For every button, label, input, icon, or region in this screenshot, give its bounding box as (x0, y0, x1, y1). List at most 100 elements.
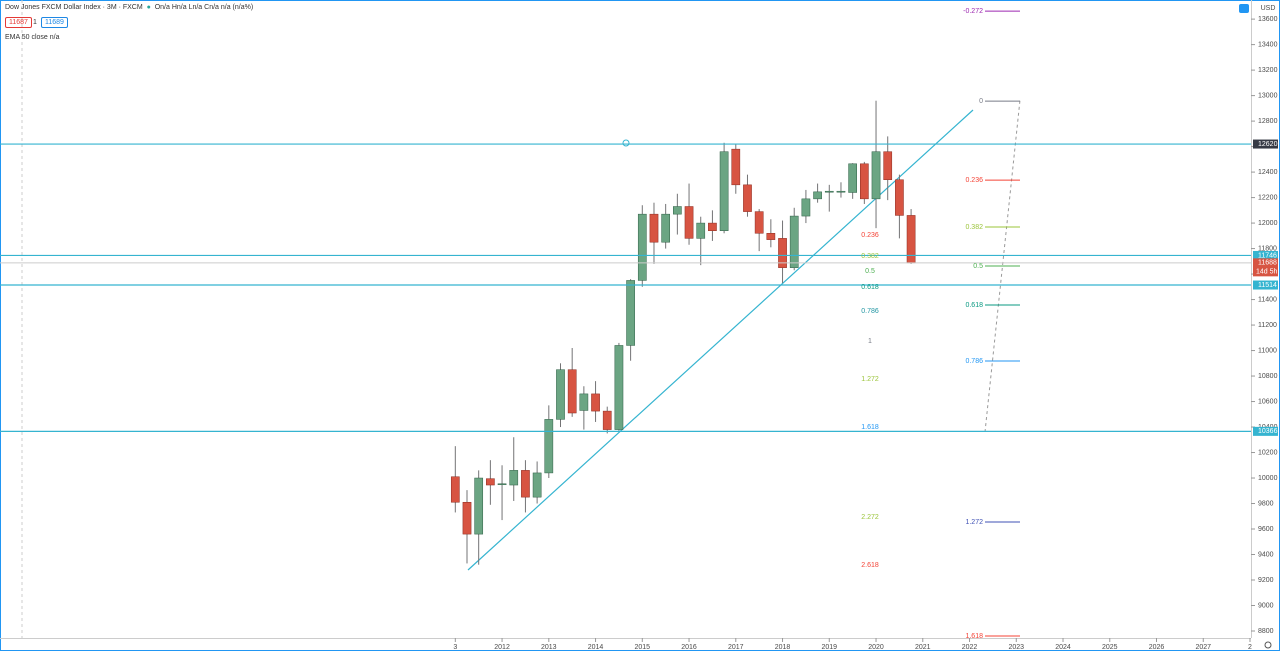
x-tick-label: 2018 (775, 644, 791, 651)
candle-body (637, 213, 647, 281)
candle-body (766, 233, 776, 240)
settings-button[interactable] (1239, 4, 1249, 13)
fib-diagonal (984, 99, 1021, 433)
fib-label: 0.5 (973, 263, 983, 270)
ohlc: On/a Hn/a Ln/a Cn/a n/a (n/a%) (154, 4, 254, 11)
y-tick-label: 12800 (1258, 118, 1278, 125)
x-tick-label: 2016 (681, 644, 697, 651)
price-label: 11514 (1258, 282, 1277, 289)
candle-body (532, 472, 542, 498)
candle-body (696, 222, 706, 239)
candle-body (719, 151, 729, 231)
fib-label: 0.618 (965, 302, 983, 309)
x-tick-label: 2025 (1102, 644, 1118, 651)
fib-label: 0.786 (861, 308, 879, 315)
candle-body (708, 222, 717, 231)
y-tick-label: 11800 (1258, 245, 1277, 252)
price-label-bg (1253, 426, 1278, 436)
ask[interactable]: 11689 (41, 17, 68, 28)
y-tick-label: 9600 (1258, 526, 1274, 533)
x-tick-label: 2014 (588, 644, 604, 651)
candle-body (789, 215, 799, 268)
candle-body (778, 238, 787, 268)
candle-body (661, 213, 671, 243)
candle-body (462, 501, 472, 535)
candle-body (474, 477, 484, 535)
y-tick-label: 11400 (1258, 296, 1277, 303)
price-label: 11746 (1258, 252, 1277, 259)
gear-icon[interactable] (1264, 641, 1272, 649)
price-label-bg (1253, 250, 1278, 260)
y-tick-label: 10200 (1258, 449, 1278, 456)
candle-body (883, 151, 893, 180)
x-tick-label: 2015 (635, 644, 651, 651)
x-tick-label: 2022 (962, 644, 978, 651)
price-label: 12620 (1258, 141, 1278, 148)
y-tick-label: 9000 (1258, 602, 1274, 609)
fib-label: 2.272 (861, 514, 879, 521)
candle-body (521, 470, 530, 498)
y-tick-label: 13200 (1258, 67, 1278, 74)
fib-label: 0.5 (865, 268, 875, 275)
currency-label: USD (1261, 5, 1276, 12)
fib-label: 0.618 (861, 284, 879, 291)
countdown-label: 14d 5h (1256, 269, 1278, 276)
fib-label: 1.618 (965, 633, 983, 640)
trend-line (467, 109, 974, 571)
candle-body (731, 148, 741, 186)
y-tick-label: 12200 (1258, 194, 1278, 201)
candle-body (497, 483, 507, 486)
y-tick-label: 10800 (1258, 373, 1278, 380)
candle-body (602, 410, 612, 430)
price-label: 10366 (1258, 428, 1278, 435)
y-tick-label: 12400 (1258, 169, 1278, 176)
candle-body (871, 151, 881, 200)
fib-label: -0.272 (963, 8, 983, 15)
candle-body (673, 206, 682, 215)
fib-label: 1.618 (861, 424, 879, 431)
y-tick-label: 13600 (1258, 16, 1278, 23)
fib-label: 0.382 (965, 224, 983, 231)
fib-label: 0.236 (861, 232, 879, 239)
spread: 1 (33, 19, 37, 26)
y-tick-label: 13400 (1258, 41, 1278, 48)
title: Dow Jones FXCM Dollar Index · 3M · FXCM (5, 4, 143, 11)
fib-label: 1.272 (861, 376, 879, 383)
y-tick-label: 9400 (1258, 551, 1274, 558)
gear-icon[interactable] (1264, 641, 1272, 649)
y-tick-label: 10000 (1258, 475, 1278, 482)
y-tick-label: 9800 (1258, 500, 1274, 507)
x-tick-label: 2 (1248, 644, 1252, 651)
candle-body (895, 179, 904, 216)
x-tick-label: 2013 (541, 644, 557, 651)
fib-label: 1 (868, 338, 872, 345)
chart-title: Dow Jones FXCM Dollar Index · 3M · FXCM … (5, 4, 253, 11)
candle-body (754, 211, 764, 234)
fib-label: 0 (979, 98, 983, 105)
price-label-bg (1253, 280, 1278, 290)
x-tick-label: 2017 (728, 644, 744, 651)
candle-body (579, 393, 589, 411)
price-label-bg (1253, 139, 1278, 149)
candle-body (743, 184, 752, 212)
candle-body (591, 393, 600, 412)
last-price-bg (1253, 258, 1278, 277)
y-tick-label: 13000 (1258, 92, 1278, 99)
dot: ● (146, 4, 151, 11)
candle-body (450, 476, 460, 503)
candle-body (649, 213, 659, 243)
y-tick-label: 11000 (1258, 347, 1277, 354)
candle-body (801, 198, 811, 217)
candle-body (848, 163, 857, 193)
line-handle (622, 139, 630, 147)
x-tick-label: 3 (453, 644, 457, 651)
y-tick-label: 11200 (1258, 322, 1277, 329)
bid[interactable]: 11687 (5, 17, 32, 28)
x-tick-label: 2021 (915, 644, 931, 651)
candle-body (614, 345, 624, 430)
x-tick-label: 2024 (1055, 644, 1071, 651)
y-tick-label: 8800 (1258, 628, 1274, 635)
